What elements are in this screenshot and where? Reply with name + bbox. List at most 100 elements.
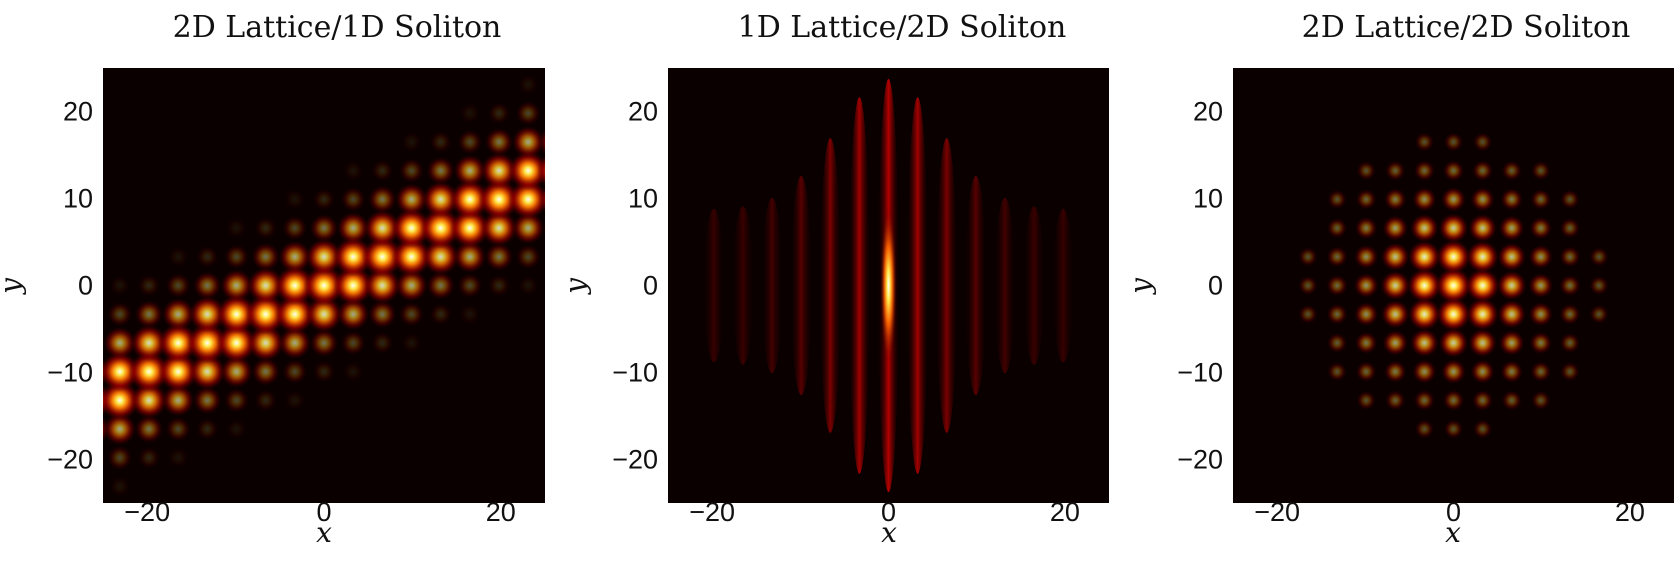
heatmap-spot <box>161 297 195 331</box>
heatmap-spot <box>1356 390 1377 411</box>
heatmap-spot <box>1471 389 1494 411</box>
lattice-stripe <box>1052 208 1074 363</box>
heatmap-spot <box>251 357 280 386</box>
heatmap-spot <box>546 73 569 96</box>
heatmap-spot <box>543 220 545 236</box>
heatmap-spot <box>1500 360 1524 384</box>
heatmap-spot <box>225 217 248 239</box>
x-tick-label: 0 <box>1446 497 1461 527</box>
heatmap-spot <box>539 185 545 213</box>
lattice-stripe <box>732 206 754 365</box>
heatmap-spot <box>1326 303 1348 325</box>
heatmap-spot <box>1436 297 1471 332</box>
heatmap-spot <box>453 240 487 274</box>
heatmap-spot <box>368 185 397 214</box>
heatmap-spot <box>1528 302 1554 327</box>
lattice-stripe <box>1023 206 1045 365</box>
panel-3-heatmap <box>1298 132 1609 439</box>
heatmap-spot <box>1412 187 1437 212</box>
y-tick-label: −10 <box>1177 358 1223 388</box>
heatmap-spot <box>422 238 460 276</box>
heatmap-spot <box>1298 246 1318 267</box>
heatmap-spot <box>484 242 514 272</box>
y-tick-label: −20 <box>1177 445 1223 475</box>
heatmap-spot <box>1356 160 1377 181</box>
heatmap-spot <box>1440 359 1467 385</box>
heatmap-spot <box>361 236 403 278</box>
heatmap-spot <box>368 299 397 329</box>
lattice-stripe <box>907 97 928 474</box>
heatmap-spot <box>1589 246 1609 267</box>
panel-2-xticks: −20 0 20 <box>689 497 1080 527</box>
x-tick-label: 0 <box>316 497 331 527</box>
y-tick-label: −10 <box>612 358 658 388</box>
heatmap-spot <box>103 326 137 360</box>
heatmap-spot <box>1530 361 1552 383</box>
heatmap-spot <box>426 271 456 300</box>
heatmap-spot <box>282 215 308 241</box>
lattice-stripe <box>965 175 987 396</box>
heatmap-spot <box>1435 267 1472 304</box>
heatmap-spot <box>1530 188 1552 210</box>
heatmap-spot <box>223 387 250 414</box>
heatmap-spot <box>363 209 401 247</box>
heatmap-spot <box>340 330 366 356</box>
heatmap-spot <box>167 446 189 469</box>
lattice-stripe <box>790 175 812 396</box>
y-tick-label: 10 <box>1193 184 1223 214</box>
heatmap-spot <box>1414 419 1435 439</box>
heatmap-spot <box>453 154 487 187</box>
heatmap-spot <box>216 294 257 335</box>
panel-1-heatmap <box>79 73 569 498</box>
heatmap-spot <box>103 380 140 421</box>
heatmap-spot <box>1408 240 1441 274</box>
heatmap-spot <box>1529 216 1553 240</box>
y-tick-label: −10 <box>47 358 93 388</box>
heatmap-spot <box>1353 244 1379 269</box>
heatmap-spot <box>107 445 133 471</box>
heatmap-spot <box>79 475 102 498</box>
panel-3-title: 2D Lattice/2D Soliton <box>1302 10 1631 45</box>
heatmap-spot <box>186 322 228 364</box>
y-tick-label: 0 <box>643 271 658 301</box>
heatmap-spot <box>137 446 161 470</box>
heatmap-spot <box>1560 189 1580 210</box>
heatmap-spot <box>158 351 198 392</box>
heatmap-spot <box>1500 187 1524 211</box>
heatmap-spot <box>1497 299 1527 329</box>
heatmap-spot <box>1589 275 1609 296</box>
heatmap-spot <box>1443 419 1464 439</box>
heatmap-spot <box>536 154 545 187</box>
heatmap-spot <box>1438 213 1469 243</box>
heatmap-spot <box>137 273 161 298</box>
heatmap-spot <box>398 157 425 184</box>
heatmap-spot <box>305 295 343 333</box>
heatmap-spot <box>398 301 425 327</box>
heatmap-spot <box>165 416 191 442</box>
heatmap-spot <box>130 324 168 362</box>
lattice-stripe <box>994 197 1016 374</box>
heatmap-spot <box>1354 331 1378 355</box>
heatmap-spot <box>1470 187 1495 212</box>
heatmap-spot <box>1589 304 1609 325</box>
heatmap-spot <box>103 412 137 446</box>
panel-1: 2D Lattice/1D Soliton −20 0 20 20 10 0 −10 −20… <box>0 10 569 549</box>
heatmap-spot <box>107 301 133 327</box>
panel-2-heatmap <box>703 78 1074 493</box>
heatmap-spot <box>1413 160 1436 182</box>
panel-1-title: 2D Lattice/1D Soliton <box>173 10 502 45</box>
panel-1-xlabel: x <box>316 516 332 549</box>
heatmap-spot <box>103 335 105 351</box>
heatmap-spot <box>165 272 191 299</box>
heatmap-spot <box>1559 217 1581 239</box>
heatmap-spot <box>336 211 370 245</box>
panel-2-ylabel: y <box>559 277 592 296</box>
heatmap-spot <box>1498 330 1525 356</box>
heatmap-spot <box>1353 302 1379 327</box>
y-tick-label: 10 <box>63 184 93 214</box>
heatmap-spot <box>1298 304 1318 325</box>
heatmap-spot <box>391 236 432 277</box>
y-tick-label: −20 <box>612 445 658 475</box>
lattice-stripe <box>849 97 870 474</box>
